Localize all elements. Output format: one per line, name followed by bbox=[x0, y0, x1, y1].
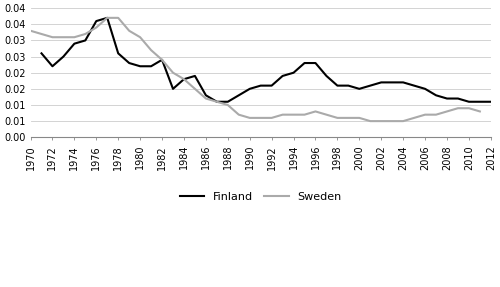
Finland bbox=[181, 77, 187, 81]
Finland bbox=[94, 19, 100, 23]
Sweden bbox=[28, 29, 34, 32]
Sweden bbox=[246, 116, 252, 120]
Sweden bbox=[455, 106, 461, 110]
Sweden bbox=[159, 58, 165, 61]
Finland bbox=[324, 74, 330, 78]
Sweden bbox=[378, 119, 384, 123]
Sweden bbox=[280, 113, 285, 117]
Sweden bbox=[203, 97, 209, 100]
Finland bbox=[312, 61, 318, 65]
Finland bbox=[400, 81, 406, 84]
Sweden bbox=[268, 116, 274, 120]
Finland bbox=[225, 100, 231, 104]
Sweden bbox=[433, 113, 439, 117]
Finland bbox=[389, 81, 395, 84]
Sweden bbox=[302, 113, 308, 117]
Legend: Finland, Sweden: Finland, Sweden bbox=[175, 188, 346, 207]
Finland bbox=[433, 94, 439, 97]
Line: Sweden: Sweden bbox=[30, 18, 480, 121]
Sweden bbox=[346, 116, 352, 120]
Finland bbox=[170, 87, 176, 91]
Sweden bbox=[444, 110, 450, 113]
Sweden bbox=[72, 36, 78, 39]
Finland bbox=[38, 52, 44, 55]
Finland bbox=[455, 97, 461, 100]
Finland bbox=[104, 16, 110, 20]
Sweden bbox=[115, 16, 121, 20]
Finland bbox=[50, 65, 56, 68]
Finland bbox=[488, 100, 494, 104]
Finland bbox=[258, 84, 264, 87]
Finland bbox=[236, 94, 242, 97]
Finland bbox=[422, 87, 428, 91]
Finland bbox=[268, 84, 274, 87]
Finland bbox=[302, 61, 308, 65]
Finland bbox=[214, 100, 220, 104]
Finland bbox=[148, 65, 154, 68]
Sweden bbox=[334, 116, 340, 120]
Finland bbox=[246, 87, 252, 91]
Finland bbox=[60, 55, 66, 58]
Sweden bbox=[126, 29, 132, 32]
Finland bbox=[290, 71, 296, 74]
Finland bbox=[346, 84, 352, 87]
Sweden bbox=[422, 113, 428, 117]
Sweden bbox=[192, 87, 198, 91]
Sweden bbox=[181, 77, 187, 81]
Finland bbox=[368, 84, 374, 87]
Sweden bbox=[356, 116, 362, 120]
Sweden bbox=[312, 110, 318, 113]
Sweden bbox=[236, 113, 242, 117]
Sweden bbox=[94, 26, 100, 29]
Finland bbox=[466, 100, 472, 104]
Finland bbox=[280, 74, 285, 78]
Finland bbox=[126, 61, 132, 65]
Sweden bbox=[466, 106, 472, 110]
Sweden bbox=[38, 32, 44, 36]
Finland bbox=[334, 84, 340, 87]
Finland bbox=[192, 74, 198, 78]
Line: Finland: Finland bbox=[42, 18, 491, 102]
Finland bbox=[411, 84, 417, 87]
Sweden bbox=[50, 36, 56, 39]
Sweden bbox=[324, 113, 330, 117]
Sweden bbox=[137, 36, 143, 39]
Finland bbox=[378, 81, 384, 84]
Sweden bbox=[368, 119, 374, 123]
Finland bbox=[159, 58, 165, 61]
Sweden bbox=[400, 119, 406, 123]
Sweden bbox=[477, 110, 483, 113]
Sweden bbox=[60, 36, 66, 39]
Finland bbox=[444, 97, 450, 100]
Finland bbox=[115, 52, 121, 55]
Sweden bbox=[170, 71, 176, 74]
Finland bbox=[356, 87, 362, 91]
Sweden bbox=[389, 119, 395, 123]
Sweden bbox=[290, 113, 296, 117]
Finland bbox=[72, 42, 78, 45]
Sweden bbox=[148, 49, 154, 52]
Sweden bbox=[82, 32, 88, 36]
Finland bbox=[477, 100, 483, 104]
Sweden bbox=[411, 116, 417, 120]
Sweden bbox=[214, 100, 220, 104]
Sweden bbox=[258, 116, 264, 120]
Finland bbox=[203, 94, 209, 97]
Finland bbox=[137, 65, 143, 68]
Sweden bbox=[104, 16, 110, 20]
Finland bbox=[82, 39, 88, 42]
Sweden bbox=[225, 103, 231, 107]
